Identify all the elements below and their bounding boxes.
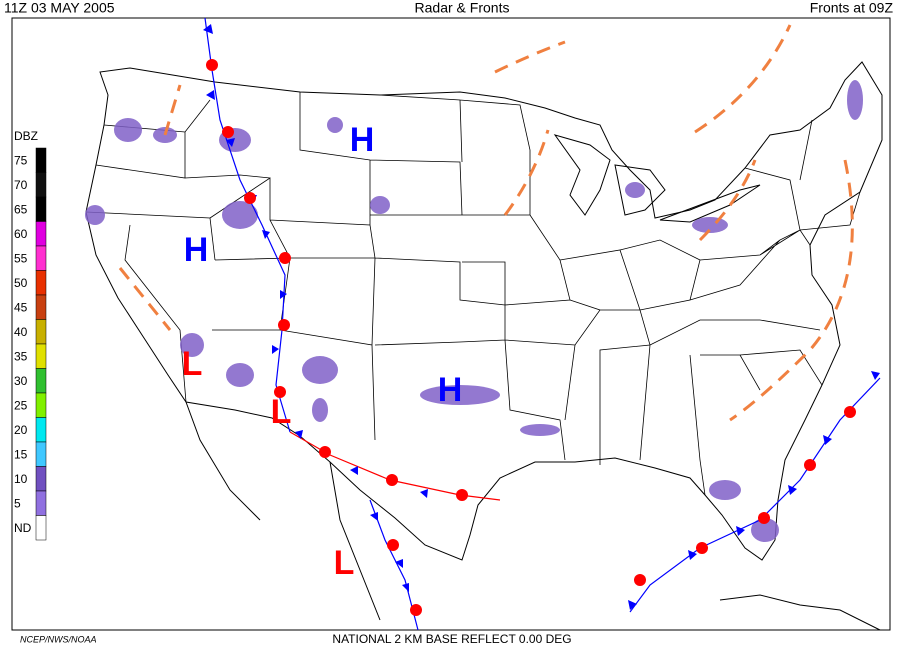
- legend-swatch: [35, 441, 47, 467]
- legend-label: 70: [14, 178, 28, 192]
- warm-pip: [758, 512, 770, 524]
- legend-label: 10: [14, 472, 28, 486]
- legend-label: 55: [14, 251, 28, 265]
- warm-pips: [206, 59, 856, 616]
- legend-label: 60: [14, 227, 28, 241]
- radar-echo: [85, 205, 105, 225]
- legend-swatch: [35, 417, 47, 443]
- header-time: 11Z 03 MAY 2005: [4, 0, 115, 16]
- warm-pip: [387, 539, 399, 551]
- warm-pip: [278, 319, 290, 331]
- legend-swatch: [35, 319, 47, 345]
- legend-label: 15: [14, 447, 28, 461]
- radar-echo: [312, 398, 328, 422]
- warm-pip: [319, 446, 331, 458]
- radar-echo: [302, 356, 338, 384]
- header-fronts: Fronts at 09Z: [810, 0, 894, 16]
- legend-swatch: [35, 343, 47, 369]
- warm-pip: [244, 192, 256, 204]
- legend-swatch: [35, 466, 47, 492]
- warm-pip: [274, 386, 286, 398]
- radar-echoes: [85, 80, 863, 542]
- legend-label: 45: [14, 300, 28, 314]
- warm-pip: [456, 489, 468, 501]
- legend-title: DBZ: [14, 129, 38, 143]
- legend-label: 75: [14, 153, 28, 167]
- radar-echo: [222, 201, 258, 229]
- trough: [494, 40, 566, 74]
- legend-label: 25: [14, 398, 28, 412]
- fronts: [203, 17, 881, 631]
- header-title: Radar & Fronts: [415, 0, 510, 16]
- low-center: L: [271, 393, 292, 431]
- footer-product: NATIONAL 2 KM BASE REFLECT 0.00 DEG: [332, 632, 571, 646]
- legend-label: 5: [14, 496, 21, 510]
- footer-credit: NCEP/NWS/NOAA: [20, 634, 97, 644]
- warm-pip: [279, 252, 291, 264]
- legend-label: 65: [14, 202, 28, 216]
- legend-swatch: [35, 172, 47, 198]
- radar-echo: [625, 182, 645, 198]
- legend-label: 50: [14, 276, 28, 290]
- low-center: L: [182, 345, 203, 383]
- troughs: [118, 24, 854, 422]
- mexico-coast: [185, 401, 881, 631]
- legend-swatch: [35, 221, 47, 247]
- radar-echo: [420, 385, 500, 405]
- legend-label: ND: [14, 521, 32, 535]
- radar-echo: [520, 424, 560, 436]
- high-center: H: [184, 231, 209, 269]
- warm-pip: [386, 474, 398, 486]
- warm-pip: [844, 406, 856, 418]
- trough: [729, 159, 854, 422]
- radar-echo: [709, 480, 741, 500]
- radar-echo: [751, 518, 779, 542]
- radar-echo: [327, 117, 343, 133]
- legend-label: 20: [14, 423, 28, 437]
- high-center: H: [438, 371, 463, 409]
- legend-swatch: [35, 368, 47, 394]
- legend-swatch: [35, 515, 47, 541]
- trough: [694, 24, 792, 134]
- legend-swatch: [35, 392, 47, 418]
- radar-echo: [226, 363, 254, 387]
- radar-echo: [847, 80, 863, 120]
- cold-front: [204, 17, 291, 433]
- legend-label: 30: [14, 374, 28, 388]
- warm-pip: [804, 459, 816, 471]
- legend-swatch: [35, 245, 47, 271]
- legend-swatch: [35, 147, 47, 173]
- high-center: H: [350, 121, 375, 159]
- state-lines: [85, 92, 861, 496]
- coastline: [85, 61, 883, 561]
- legend-swatch: [35, 270, 47, 296]
- great-lakes: [553, 134, 761, 223]
- warm-pip: [222, 126, 234, 138]
- trough: [503, 129, 550, 216]
- radar-echo: [180, 333, 204, 357]
- radar-echo: [114, 118, 142, 142]
- warm-pip: [410, 604, 422, 616]
- legend-swatch: [35, 294, 47, 320]
- trough: [118, 267, 172, 331]
- warm-pip: [634, 574, 646, 586]
- legend-swatch: [35, 196, 47, 222]
- legend-label: 35: [14, 349, 28, 363]
- legend-swatch: [35, 490, 47, 516]
- trough: [163, 84, 182, 136]
- low-center: L: [334, 544, 355, 582]
- trough: [698, 159, 757, 242]
- warm-pip: [696, 542, 708, 554]
- radar-echo: [370, 196, 390, 214]
- warm-pip: [206, 59, 218, 71]
- legend: DBZ 75 70 65 60 55 50 45 40 35 30 25 20 15 10 5 ND: [14, 129, 47, 541]
- legend-label: 40: [14, 325, 28, 339]
